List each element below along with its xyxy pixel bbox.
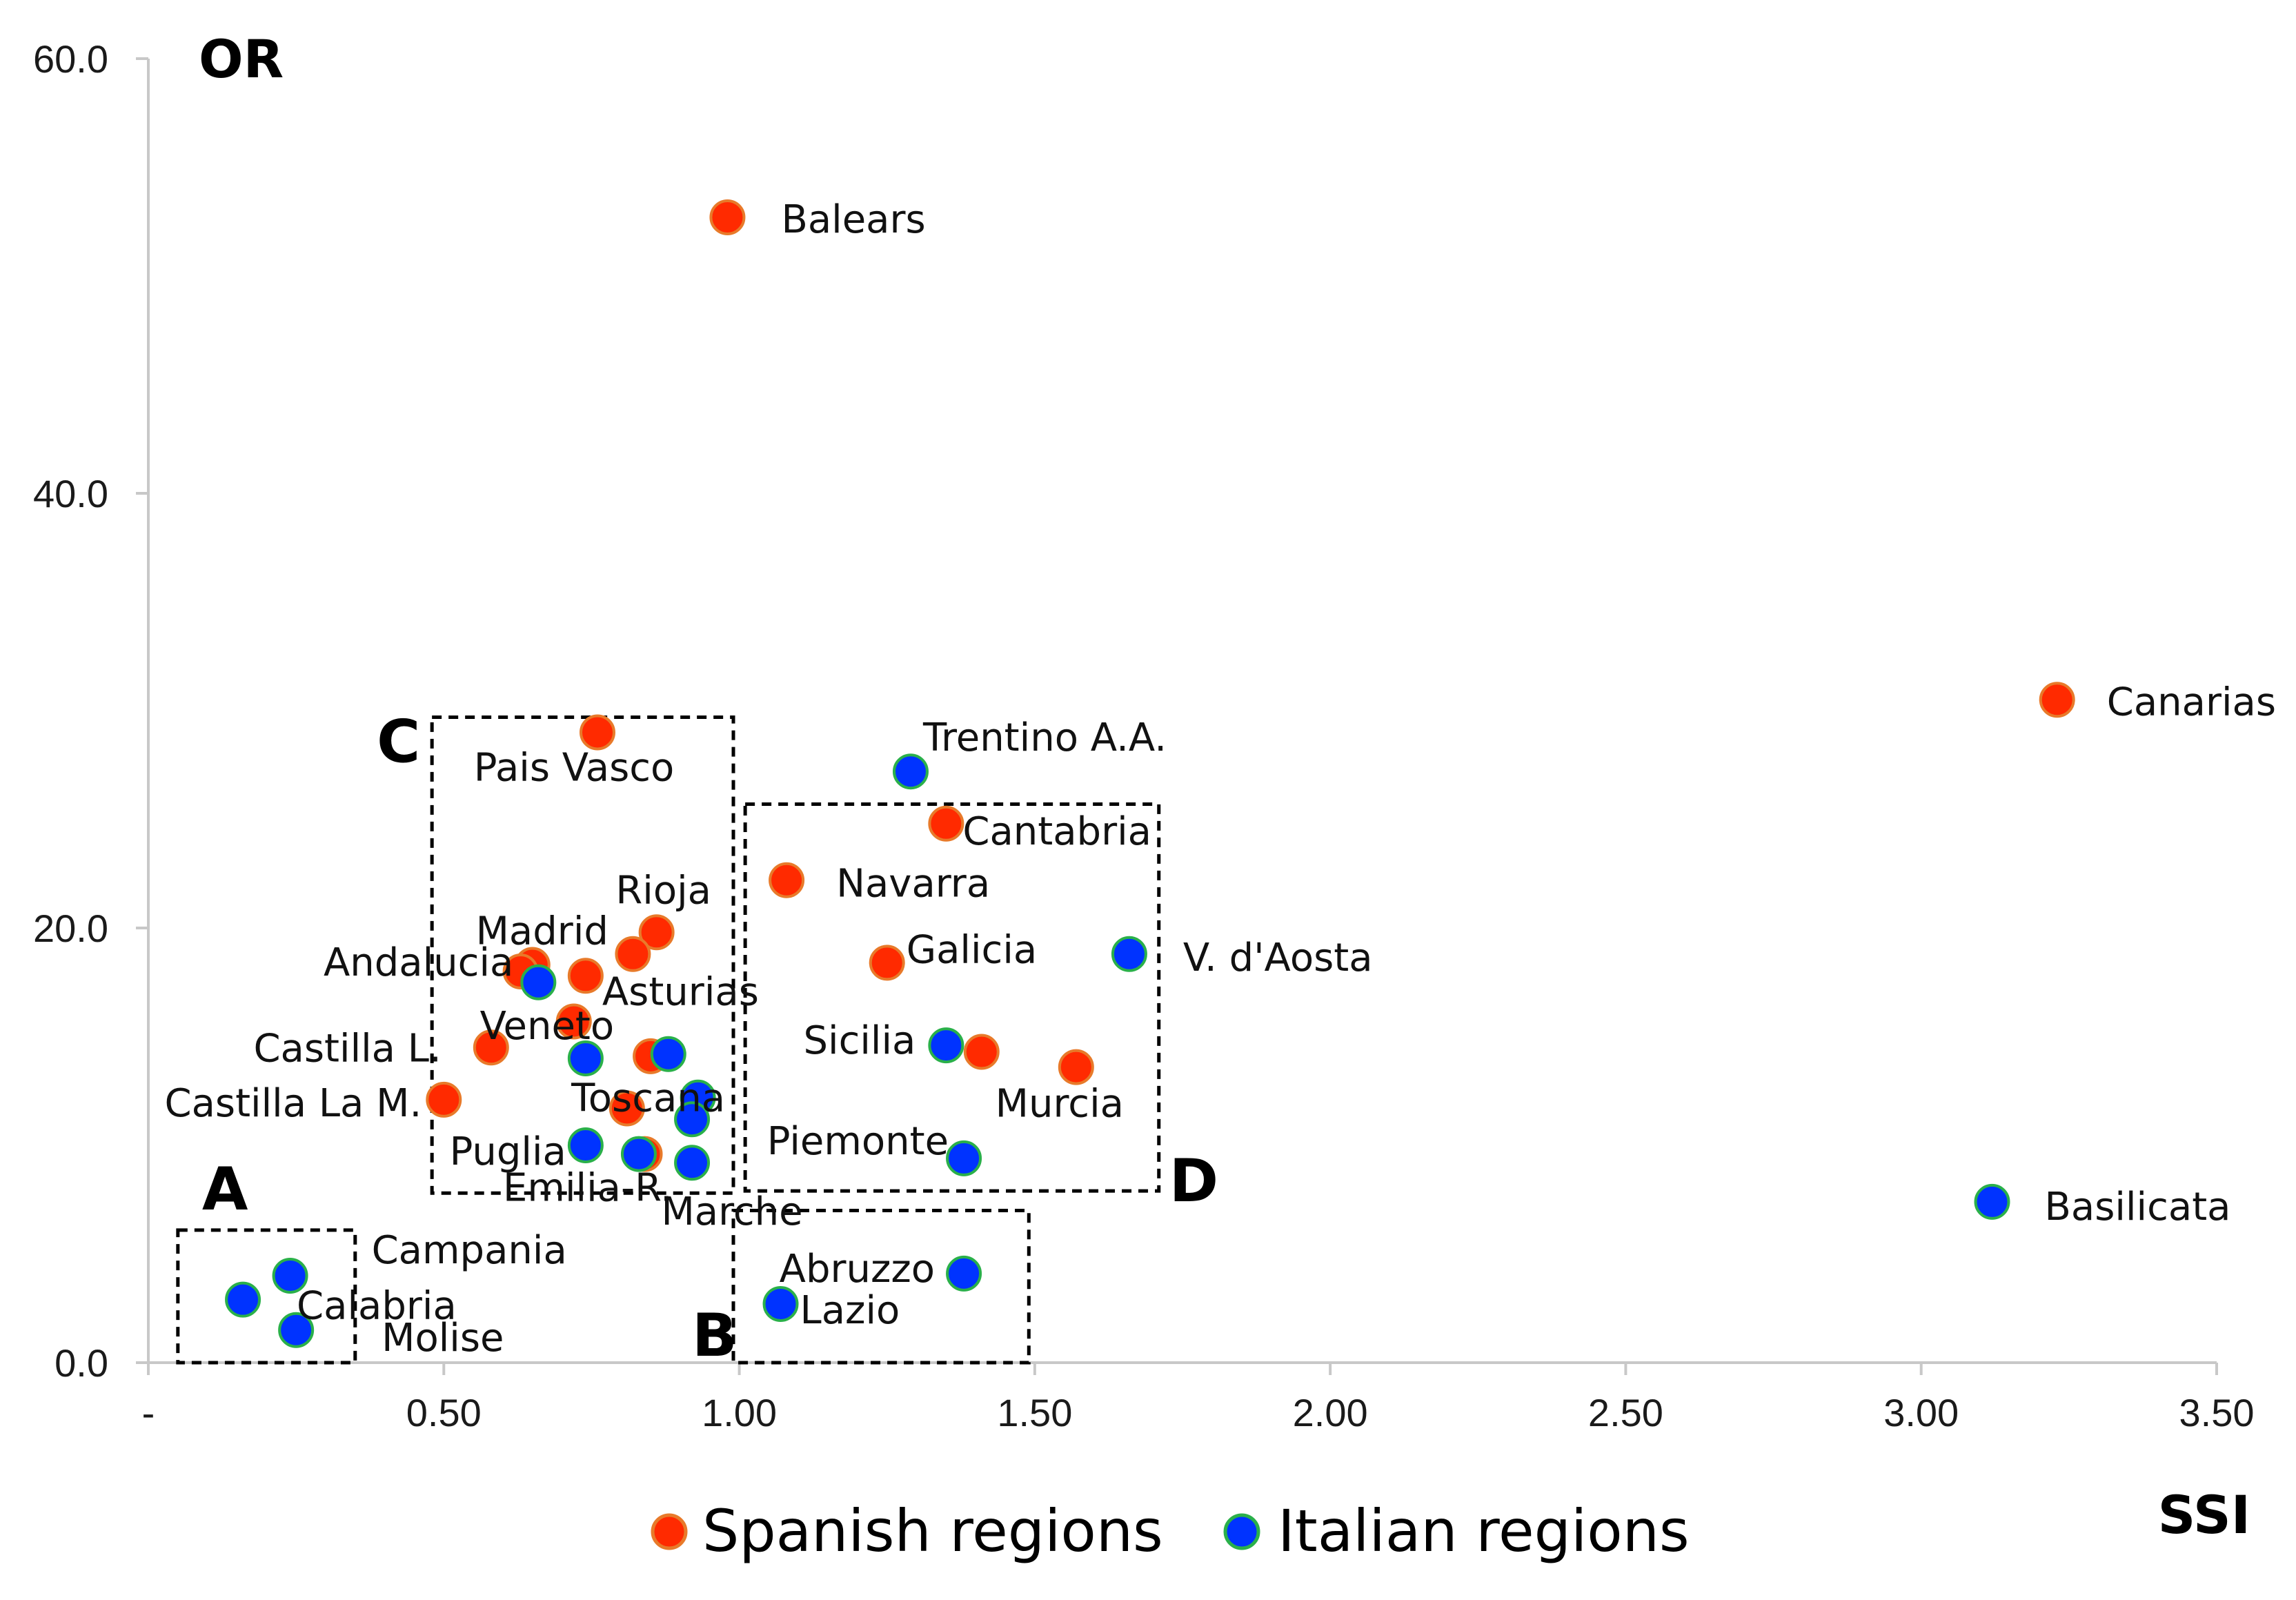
italian-point-andalucia: [520, 964, 557, 1000]
legend-swatch-italian: [1223, 1513, 1260, 1550]
italian-point-puglia: [567, 1127, 604, 1163]
spanish-point-castilla-la-m: [426, 1081, 462, 1118]
spanish-point-rioja: [638, 914, 675, 951]
cluster-letter-d: D: [1169, 1147, 1218, 1216]
italian-point-piemonte: [946, 1140, 982, 1176]
spanish-point-cantabria: [928, 805, 964, 842]
spanish-point-balears: [709, 199, 746, 235]
point-label-sicilia: Sicilia: [803, 1018, 916, 1063]
x-axis-title: SSI: [2158, 1484, 2250, 1545]
italian-point-lazio: [762, 1285, 799, 1322]
point-label-castilla-l: Castilla L.: [253, 1026, 441, 1071]
legend-label-spanish: Spanish regions: [702, 1497, 1163, 1565]
point-label-rioja: Rioja: [615, 868, 711, 913]
cluster-box-c: [430, 715, 735, 1195]
spanish-point: [555, 1003, 592, 1040]
point-label-v-d-aosta: V. d'Aosta: [1183, 936, 1373, 980]
x-tick-label: -: [142, 1391, 155, 1434]
spanish-point: [615, 936, 651, 972]
point-label-balears: Balears: [781, 197, 925, 242]
point-label-piemonte: Piemonte: [767, 1119, 949, 1164]
point-label-puglia: Puglia: [450, 1129, 566, 1174]
cluster-box-a: [176, 1228, 357, 1365]
point-label-calabria: Calabria: [297, 1284, 457, 1329]
point-label-andalucia: Andalucia: [324, 940, 513, 985]
x-tick-label: 1.00: [702, 1391, 777, 1434]
x-tick-label: 2.00: [1293, 1391, 1368, 1434]
spanish-point: [963, 1034, 1000, 1070]
italian-point-sicilia: [928, 1027, 964, 1064]
italian-point-campania: [272, 1258, 308, 1294]
cluster-box-b: [731, 1209, 1031, 1365]
y-tick-label: 20.0: [33, 907, 108, 950]
point-label-galicia: Galicia: [907, 927, 1038, 972]
spanish-point-canarias: [2039, 682, 2075, 718]
italian-point-molise: [278, 1312, 315, 1348]
point-label-toscana: Toscana: [571, 1076, 725, 1121]
point-label-abruzzo: Abruzzo: [780, 1247, 935, 1292]
italian-point-abruzzo: [946, 1255, 982, 1292]
y-tick-label: 0.0: [55, 1341, 108, 1385]
point-label-asturias: Asturias: [602, 969, 759, 1014]
legend-swatch-spanish: [651, 1513, 688, 1550]
point-label-murcia: Murcia: [996, 1082, 1124, 1127]
point-label-lazio: Lazio: [800, 1288, 900, 1333]
spanish-point-navarra: [769, 862, 805, 898]
legend: Spanish regions Italian regions: [651, 1497, 1690, 1565]
y-axis-title: OR: [199, 28, 284, 90]
spanish-point: [608, 1090, 645, 1127]
point-label-navarra: Navarra: [836, 862, 990, 907]
data-points: [225, 199, 2075, 1348]
spanish-point-pais-vasco: [579, 714, 615, 751]
point-label-marche: Marche: [661, 1189, 802, 1234]
italian-point-basilicata: [1974, 1183, 2010, 1220]
italian-point-trentino-a-a: [892, 753, 929, 790]
x-tick-label: 2.50: [1588, 1391, 1663, 1434]
italian-point-veneto: [567, 1040, 604, 1076]
point-labels: Balears Canarias Pais Vasco Cantabria Navarr…: [165, 197, 2277, 1361]
point-label-madrid: Madrid: [476, 909, 608, 954]
italian-point-v-d-aosta: [1111, 936, 1147, 972]
spanish-point-murcia: [1058, 1049, 1094, 1085]
x-tick-label: 0.50: [406, 1391, 482, 1434]
point-label-emilia-r: Emilia-R.: [503, 1166, 673, 1211]
italian-point-calabria: [225, 1281, 261, 1318]
italian-point: [674, 1101, 711, 1138]
point-label-cantabria: Cantabria: [962, 809, 1151, 854]
italian-point-marche: [674, 1145, 711, 1181]
axes: 0.0 20.0 40.0 60.0 - 0.50 1.00 1.50 2.00 2.50 3.00…: [33, 37, 2255, 1434]
italian-point: [650, 1036, 686, 1072]
italian-point-emilia-r: [620, 1136, 657, 1172]
x-tick-label: 3.00: [1883, 1391, 1959, 1434]
y-tick-label: 40.0: [33, 472, 108, 515]
cluster-boxes: A B C D: [176, 707, 1218, 1370]
spanish-point-castilla-l: [473, 1029, 509, 1066]
point-label-castilla-la-m: Castilla La M.: [165, 1081, 422, 1126]
y-tick-label: 60.0: [33, 37, 108, 81]
point-label-basilicata: Basilicata: [2045, 1185, 2231, 1229]
x-tick-label: 1.50: [997, 1391, 1072, 1434]
point-label-canarias: Canarias: [2107, 680, 2276, 724]
point-label-veneto: Veneto: [480, 1004, 615, 1049]
cluster-letter-a: A: [202, 1155, 248, 1224]
cluster-letter-b: B: [692, 1301, 738, 1370]
spanish-point-asturias: [567, 958, 604, 994]
point-label-pais-vasco: Pais Vasco: [474, 746, 675, 791]
cluster-box-d: [743, 802, 1161, 1193]
cluster-letter-c: C: [377, 707, 420, 776]
spanish-point-galicia: [869, 945, 905, 981]
point-label-molise: Molise: [382, 1316, 504, 1361]
x-tick-label: 3.50: [2179, 1391, 2255, 1434]
point-label-trentino-a-a: Trentino A.A.: [922, 715, 1167, 760]
point-label-campania: Campania: [372, 1228, 567, 1273]
legend-label-italian: Italian regions: [1278, 1497, 1690, 1565]
